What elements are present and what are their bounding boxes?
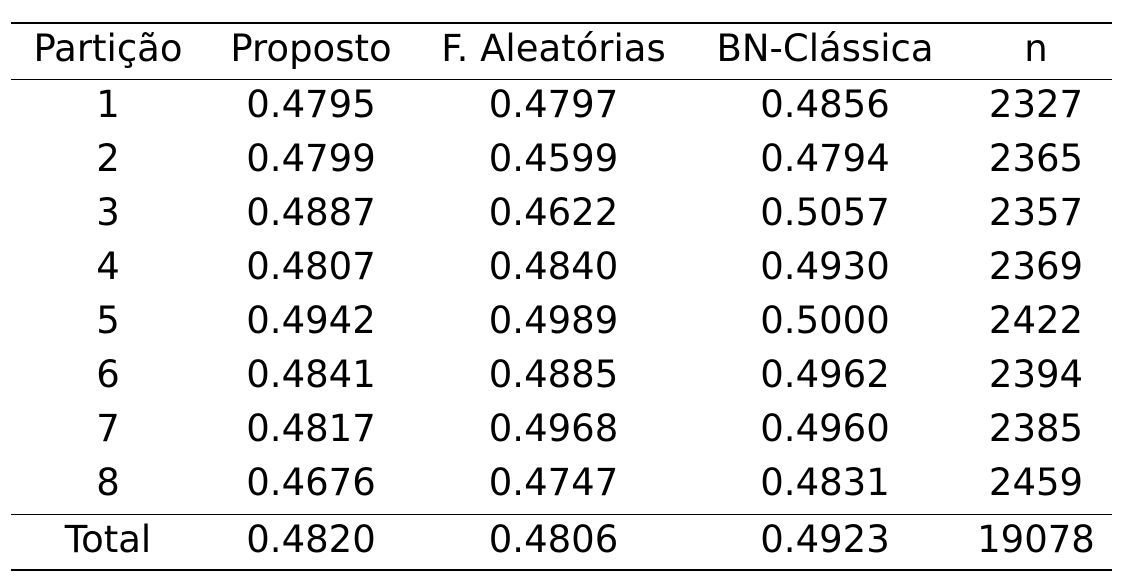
bottom-rule: [11, 569, 1112, 571]
cell-n: 2327: [988, 83, 1084, 126]
top-rule: [11, 22, 1112, 24]
cell-particao: 1: [96, 83, 120, 126]
cell-proposto: 0.4795: [246, 83, 376, 126]
cell-f-aleatorias: 0.4747: [488, 461, 619, 504]
table-row: 2 0.4799 0.4599 0.4794 2365: [11, 132, 1112, 186]
cell-proposto: 0.4676: [246, 461, 376, 504]
cell-proposto: 0.4942: [246, 299, 376, 342]
table-row: 4 0.4807 0.4840 0.4930 2369: [11, 240, 1112, 294]
total-bn-classica: 0.4923: [760, 518, 890, 561]
header-row: Partição Proposto F. Aleatórias BN-Cláss…: [11, 22, 1112, 76]
cell-n: 2394: [988, 353, 1084, 396]
cell-bn-classica: 0.5057: [760, 191, 890, 234]
cell-f-aleatorias: 0.4840: [488, 245, 619, 288]
cell-particao: 3: [96, 191, 120, 234]
cell-particao: 2: [96, 137, 120, 180]
cell-n: 2422: [988, 299, 1084, 342]
cell-bn-classica: 0.4962: [760, 353, 890, 396]
total-f-aleatorias: 0.4806: [488, 518, 619, 561]
cell-n: 2369: [988, 245, 1084, 288]
cell-f-aleatorias: 0.4622: [488, 191, 619, 234]
cell-bn-classica: 0.5000: [760, 299, 890, 342]
table-row: 8 0.4676 0.4747 0.4831 2459: [11, 456, 1112, 510]
header-proposto: Proposto: [230, 27, 392, 70]
cell-n: 2385: [988, 407, 1084, 450]
total-proposto: 0.4820: [246, 518, 376, 561]
cell-particao: 8: [96, 461, 120, 504]
header-f-aleatorias: F. Aleatórias: [441, 27, 666, 70]
table-row: 5 0.4942 0.4989 0.5000 2422: [11, 294, 1112, 348]
header-particao: Partição: [33, 27, 183, 70]
table-row: 1 0.4795 0.4797 0.4856 2327: [11, 78, 1112, 132]
header-rule: [11, 79, 1112, 80]
cell-f-aleatorias: 0.4989: [488, 299, 619, 342]
cell-bn-classica: 0.4831: [760, 461, 890, 504]
cell-particao: 5: [96, 299, 120, 342]
cell-particao: 6: [96, 353, 120, 396]
cell-particao: 4: [96, 245, 120, 288]
cell-f-aleatorias: 0.4885: [488, 353, 619, 396]
total-label: Total: [64, 518, 152, 561]
table-row: 7 0.4817 0.4968 0.4960 2385: [11, 402, 1112, 456]
table-row: 6 0.4841 0.4885 0.4962 2394: [11, 348, 1112, 402]
cell-proposto: 0.4841: [246, 353, 376, 396]
total-rule: [11, 514, 1112, 515]
header-bn-classica: BN-Clássica: [716, 27, 934, 70]
cell-proposto: 0.4799: [246, 137, 376, 180]
total-row: Total 0.4820 0.4806 0.4923 19078: [11, 513, 1112, 567]
cell-proposto: 0.4817: [246, 407, 376, 450]
cell-particao: 7: [96, 407, 120, 450]
cell-n: 2357: [988, 191, 1084, 234]
cell-proposto: 0.4887: [246, 191, 376, 234]
cell-bn-classica: 0.4856: [760, 83, 890, 126]
cell-f-aleatorias: 0.4968: [488, 407, 619, 450]
cell-n: 2459: [988, 461, 1084, 504]
cell-bn-classica: 0.4930: [760, 245, 890, 288]
cell-f-aleatorias: 0.4599: [488, 137, 619, 180]
cell-bn-classica: 0.4960: [760, 407, 890, 450]
header-n: n: [1024, 27, 1048, 70]
total-n: 19078: [977, 518, 1095, 561]
cell-n: 2365: [988, 137, 1084, 180]
table-row: 3 0.4887 0.4622 0.5057 2357: [11, 186, 1112, 240]
cell-proposto: 0.4807: [246, 245, 376, 288]
cell-bn-classica: 0.4794: [760, 137, 890, 180]
cell-f-aleatorias: 0.4797: [488, 83, 619, 126]
